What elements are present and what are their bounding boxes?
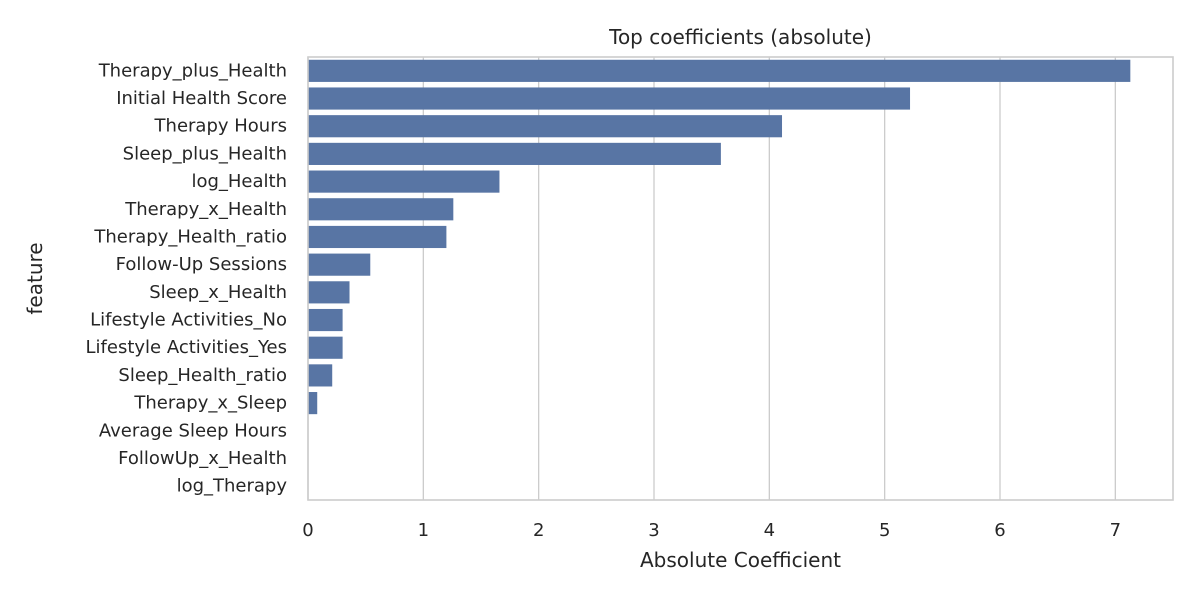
y-tick-label: FollowUp_x_Health (118, 448, 287, 469)
y-tick-label: Therapy_plus_Health (98, 60, 287, 81)
bar (308, 364, 333, 387)
bar (308, 281, 350, 304)
x-tick-label: 5 (879, 520, 890, 541)
x-tick-label: 6 (994, 520, 1005, 541)
bar (308, 253, 371, 276)
y-tick-labels: Therapy_plus_Health Initial Health Score T… (86, 60, 288, 496)
bar (308, 115, 783, 138)
x-tick-label: 4 (764, 520, 775, 541)
bar (308, 308, 343, 332)
y-tick-label: Lifestyle Activities_No (90, 310, 287, 331)
bar (308, 142, 721, 165)
plot-frame (307, 56, 1174, 501)
y-axis-label: feature (23, 242, 47, 314)
y-tick-label: Therapy_Health_ratio (93, 226, 287, 247)
y-tick-label: Therapy_x_Health (124, 199, 287, 220)
y-tick-label: Initial Health Score (116, 88, 287, 109)
y-tick-label: log_Therapy (177, 476, 288, 497)
y-tick-label: log_Health (191, 171, 287, 192)
x-axis-label: Absolute Coefficient (640, 548, 841, 572)
bar (308, 87, 911, 110)
y-tick-label: Sleep_plus_Health (123, 143, 287, 164)
x-tick-label: 3 (648, 520, 659, 541)
x-tick-label: 1 (418, 520, 429, 541)
y-tick-label: Therapy_x_Sleep (133, 393, 287, 414)
bar (308, 225, 447, 249)
bar (308, 170, 500, 193)
y-tick-label: Follow-Up Sessions (116, 254, 287, 275)
bar (308, 336, 343, 359)
chart-title: Top coefficients (absolute) (608, 25, 872, 49)
bar (308, 392, 318, 415)
bars-layer (308, 59, 1131, 415)
bar (308, 59, 1131, 82)
y-tick-label: Average Sleep Hours (99, 420, 287, 441)
x-tick-labels: 0 1 2 3 4 5 6 7 (302, 520, 1121, 541)
y-tick-label: Lifestyle Activities_Yes (86, 337, 288, 358)
bar (308, 198, 454, 221)
y-tick-label: Sleep_x_Health (149, 282, 287, 303)
x-tick-label: 2 (533, 520, 544, 541)
x-tick-label: 0 (302, 520, 313, 541)
x-tick-label: 7 (1110, 520, 1121, 541)
y-tick-label: Therapy Hours (154, 116, 287, 137)
plot-border (307, 56, 1174, 501)
y-tick-label: Sleep_Health_ratio (118, 365, 287, 386)
